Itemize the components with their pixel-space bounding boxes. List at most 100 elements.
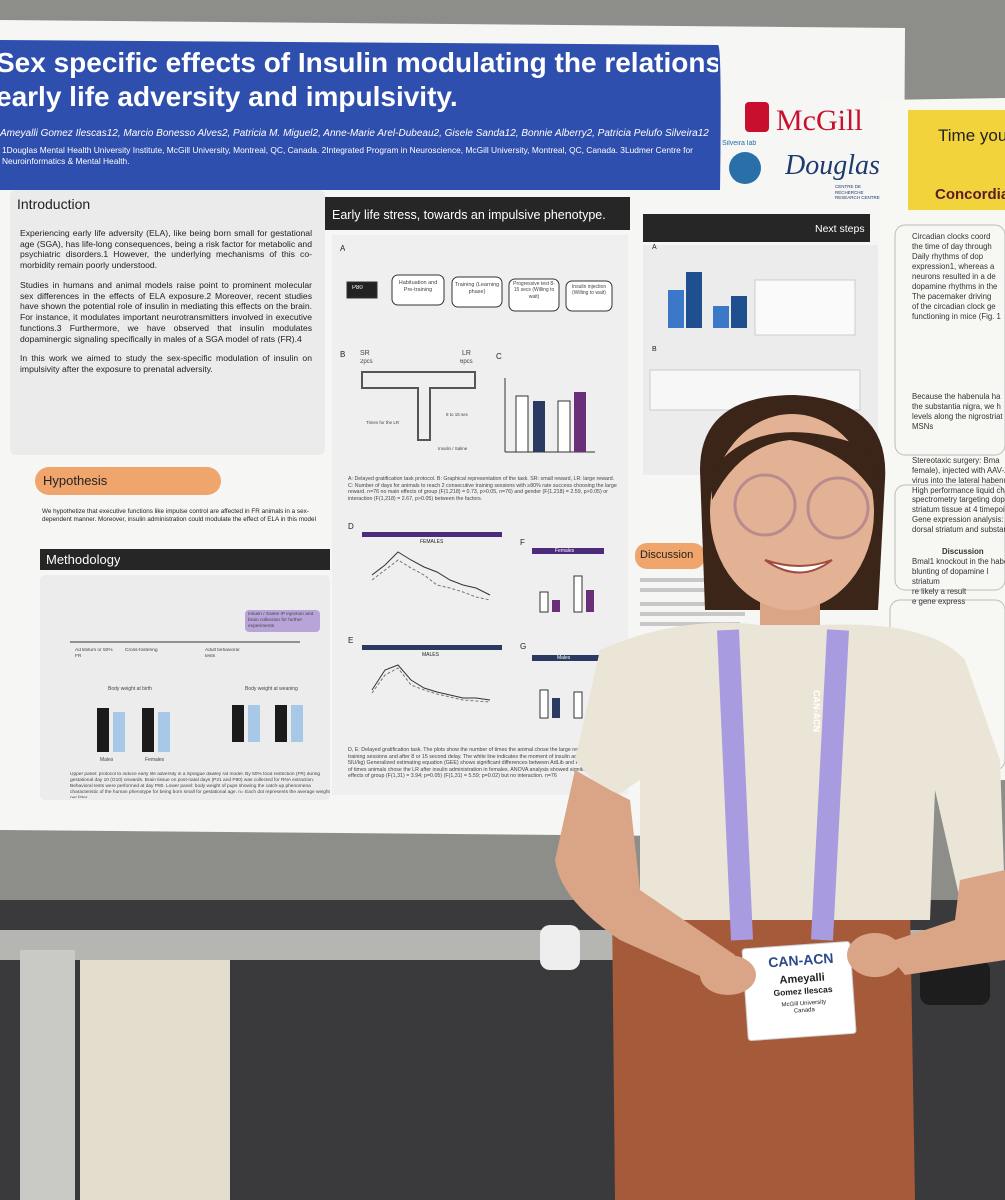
chart-f: [532, 548, 604, 719]
text-line: the time of day through: [912, 241, 992, 251]
chart-d-line: [371, 551, 491, 596]
text-line: Stereotaxic surgery: Bma: [912, 455, 1000, 465]
figure-caption: Upper panel: protocol to induce early li…: [70, 772, 330, 798]
poster-title: Sex specific effects of Insulin modulati…: [0, 46, 718, 128]
lanyard: [717, 629, 753, 941]
left-arm: [555, 770, 735, 985]
hand: [700, 955, 756, 995]
glasses: [733, 473, 797, 537]
neighbor-box: [894, 484, 1005, 591]
paragraph: Experiencing early life adversity (ELA),…: [20, 228, 312, 271]
text-lines: [640, 578, 760, 626]
chart-title: FEMALES: [420, 539, 444, 545]
board-leg: [20, 950, 75, 1200]
text-line: blunting of dopamine l: [912, 567, 989, 577]
panel-label: G: [520, 642, 527, 651]
panel-label: C: [496, 352, 502, 361]
task-label: 8 to 15 sec: [446, 412, 469, 417]
panel-label: B: [652, 346, 657, 353]
text-line: virus into the lateral habenula: [912, 475, 1005, 485]
next-steps-bar: [643, 214, 870, 242]
bangs: [712, 432, 879, 500]
figure-caption: A: Delayed gratification task protocol. …: [348, 476, 617, 502]
badge-text: CAN-ACN Ameyalli Gomez Ilescas McGill Un…: [753, 949, 852, 1019]
text-line: expression1, whereas a: [912, 261, 995, 271]
text-line: levels along the nigrostriat: [912, 411, 1003, 421]
hand: [847, 933, 903, 977]
figure-caption: D, E: Delayed gratification task. The pl…: [348, 747, 618, 780]
chart-c: [504, 378, 595, 453]
task-label: Times for the LR: [366, 420, 400, 425]
neighbor-title: Time you: [938, 126, 1005, 145]
figure-label: Females: [145, 757, 165, 763]
text-line: Daily rhythms of dop: [912, 251, 984, 261]
text-line: of the circadian clock ge: [912, 301, 996, 311]
lanyard: [811, 629, 849, 941]
figure-label: Body weight at weaning: [245, 686, 298, 692]
text-line: Gene expression analysis: Co: [912, 515, 1005, 525]
text-line: striatum tissue at 4 timepoints: [912, 505, 1005, 515]
flow-label: Progressive test 8-15 secs (Willing to w…: [513, 281, 555, 300]
method-bars: [70, 610, 320, 752]
trousers-behind: [80, 960, 230, 1200]
discussion-pill: [635, 543, 705, 569]
panel-label: D: [348, 522, 354, 531]
text-line: Bmal1 knockout in the haben: [912, 557, 1005, 567]
neighbor-text: Circadian clocks coord the time of day t…: [912, 232, 1005, 777]
paragraph: Studies in humans and animal models rais…: [20, 279, 312, 344]
maze: [361, 371, 476, 441]
text-line: striatum: [912, 577, 940, 587]
mcgill-crest: [745, 102, 769, 132]
text-line: the substantia nigra, we h: [912, 401, 1001, 411]
text-line: functioning in mice (Fig. 1: [912, 311, 1001, 321]
panel-label: A: [340, 244, 346, 253]
lab-name: Silveira lab: [722, 140, 757, 147]
lab-logo: [729, 152, 761, 184]
chart-d-title-bar: [362, 532, 502, 537]
section-heading: Methodology: [46, 552, 121, 567]
text-line: female), injected with AAV-2/: [912, 465, 1005, 475]
badge: [741, 941, 857, 1042]
section-heading: Next steps: [815, 223, 865, 235]
text-line: High performance liquid chr: [912, 485, 1005, 495]
text-line: MSNs: [912, 421, 934, 431]
panel-label: B: [340, 350, 346, 359]
hypothesis-text: We hypothetize that executive functions …: [42, 508, 316, 523]
text-line: dopamine rhythms in the: [912, 281, 998, 291]
face: [710, 414, 874, 610]
text-line: re likely a result: [912, 587, 967, 597]
text-line: Circadian clocks coord: [912, 232, 991, 241]
text-line: Discussion: [942, 547, 984, 557]
figure-label: Males: [100, 757, 114, 763]
task-label: Insulin / Saline: [438, 446, 468, 451]
title-band: [0, 40, 721, 190]
text-line: e gene express: [912, 597, 966, 607]
flow-label: P80: [352, 285, 363, 291]
paragraph: In this work we aimed to study the sex-s…: [20, 353, 312, 375]
intro-text: Experiencing early life adversity (ELA),…: [20, 228, 312, 448]
mcgill-logo: McGill: [776, 104, 863, 137]
neighbor-box: [894, 224, 1005, 456]
methodology-bar: [40, 549, 330, 570]
hypothesis-pill: [35, 467, 221, 495]
flow-label: Training (Learning phase): [454, 282, 500, 295]
panel-label: E: [348, 636, 354, 645]
shoe: [920, 960, 990, 1005]
text-line: neurons resulted in a de: [912, 271, 996, 281]
task-label: 6pcs: [460, 359, 473, 365]
flow-chart: [346, 274, 613, 312]
douglas-subtitle: CENTRE DE RECHERCHE RESEARCH CENTRE: [835, 184, 880, 201]
task-label: 2pcs: [360, 359, 373, 365]
glasses: [806, 476, 870, 540]
chart-d-line: [371, 559, 491, 601]
neighbor-poster: [877, 98, 1005, 782]
douglas-logo: Douglas: [785, 150, 880, 181]
title-line: early life adversity and impulsivity.: [0, 80, 458, 112]
section-heading: Introduction: [17, 196, 91, 212]
panel-label: F: [520, 538, 525, 547]
authors: Ameyalli Gomez Ilescas12, Marcio Bonesso…: [0, 128, 709, 139]
task-label: LR: [462, 350, 471, 357]
section-heading: Early life stress, towards an impulsive …: [332, 208, 606, 222]
chart-e-line: [371, 664, 491, 701]
